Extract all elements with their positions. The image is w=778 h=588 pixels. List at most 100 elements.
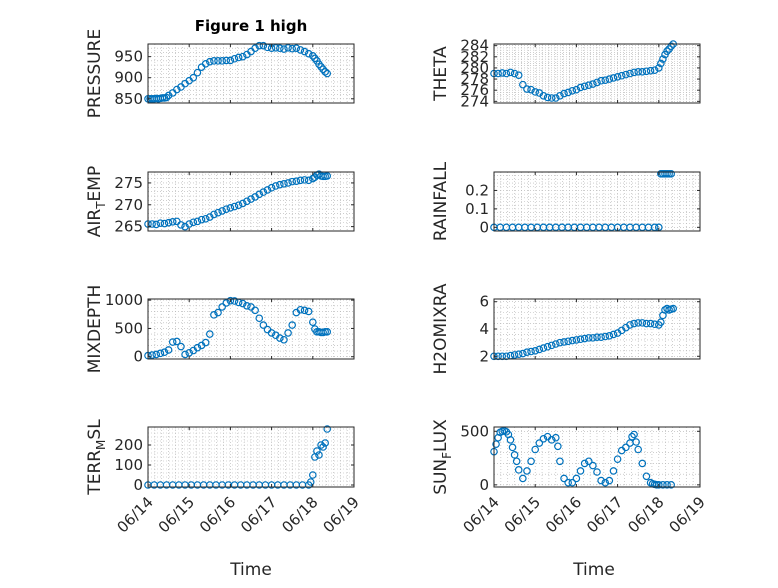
- y-tick-label: 0: [133, 476, 143, 494]
- x-tick-label: 06/18: [278, 493, 321, 536]
- data-point: [638, 68, 647, 76]
- data-point: [514, 350, 523, 359]
- data-point: [547, 94, 556, 102]
- y-tick-label: 275: [114, 174, 143, 192]
- data-point: [156, 219, 165, 227]
- data-point: [300, 176, 309, 184]
- data-point: [506, 436, 515, 444]
- data-point: [646, 66, 655, 75]
- data-point: [564, 337, 572, 346]
- data-point: [284, 179, 292, 187]
- data-point: [168, 218, 177, 226]
- data-point: [622, 70, 630, 79]
- data-point: [650, 66, 659, 74]
- data-point: [580, 334, 589, 343]
- data-point: [218, 57, 226, 65]
- data-point: [148, 220, 156, 228]
- y-axis-label: AIRTEMP: [85, 166, 108, 237]
- data-point: [280, 45, 288, 53]
- data-point: [276, 180, 284, 189]
- data-point: [304, 176, 313, 185]
- y-tick-label: 900: [114, 69, 143, 87]
- data-point: [173, 337, 181, 346]
- data-point: [226, 56, 235, 65]
- data-point: [605, 332, 614, 340]
- data-point: [609, 330, 618, 339]
- data-point: [630, 319, 638, 328]
- data-point: [514, 466, 523, 474]
- data-point: [164, 218, 173, 227]
- data-point: [222, 205, 231, 213]
- data-point: [160, 219, 169, 228]
- data-point: [597, 476, 605, 485]
- data-point: [201, 214, 210, 223]
- y-tick-label: 500: [460, 422, 489, 440]
- data-point: [251, 306, 259, 315]
- x-tick-label: 06/15: [501, 493, 544, 536]
- data-point: [323, 328, 332, 336]
- data-point: [597, 76, 605, 85]
- data-point: [665, 170, 673, 178]
- data-point: [632, 438, 640, 446]
- data-point: [568, 336, 577, 345]
- data-point: [300, 306, 309, 315]
- data-point: [234, 201, 243, 210]
- data-point: [564, 478, 572, 487]
- y-tick-label: 100: [114, 456, 143, 474]
- data-point: [214, 57, 222, 65]
- x-tick-label: 06/17: [237, 493, 280, 536]
- x-tick-label: 06/15: [155, 493, 198, 536]
- data-point: [654, 481, 663, 489]
- data-point: [560, 89, 568, 98]
- data-point: [527, 457, 535, 466]
- y-axis-label: SUNFLUX: [431, 419, 454, 495]
- data-point: [319, 172, 327, 181]
- y-tick-label: 500: [114, 319, 143, 337]
- data-point: [218, 207, 226, 215]
- y-tick-label: 950: [114, 48, 143, 66]
- y-tick-label: 1000: [105, 291, 143, 309]
- y-tick-label: 850: [114, 90, 143, 108]
- data-point: [323, 69, 332, 78]
- data-point: [296, 46, 305, 54]
- data-point: [230, 297, 239, 305]
- data-point: [663, 170, 671, 178]
- data-point: [214, 208, 222, 217]
- data-point: [255, 41, 264, 50]
- y-tick-label: 282: [460, 48, 489, 66]
- data-point: [259, 41, 268, 50]
- x-tick-label: 06/16: [542, 493, 585, 536]
- data-point: [527, 347, 535, 356]
- data-point: [580, 459, 589, 468]
- data-point: [323, 172, 332, 180]
- figure-title: Figure 1 high: [195, 17, 308, 35]
- data-point: [551, 340, 560, 348]
- data-point: [222, 299, 231, 307]
- data-point: [210, 210, 218, 219]
- data-point: [523, 467, 531, 475]
- data-point: [593, 333, 601, 341]
- data-point: [158, 94, 167, 102]
- data-point: [605, 75, 614, 83]
- data-point: [498, 69, 507, 77]
- data-point: [164, 346, 173, 354]
- data-point: [238, 299, 247, 308]
- data-point: [547, 436, 556, 444]
- data-point: [531, 88, 540, 96]
- data-point: [280, 180, 288, 188]
- data-point: [177, 221, 185, 229]
- data-point: [519, 474, 527, 483]
- data-point: [667, 42, 675, 51]
- data-point: [263, 186, 272, 194]
- data-point: [292, 44, 301, 53]
- data-point: [313, 447, 321, 455]
- x-tick-label: 06/16: [196, 493, 239, 536]
- data-point: [160, 348, 169, 357]
- data-point: [304, 307, 313, 316]
- y-axis-label: TERRMSL: [85, 419, 108, 496]
- y-tick-label: 276: [460, 81, 489, 99]
- data-point: [148, 351, 156, 359]
- data-point: [319, 443, 327, 451]
- y-tick-label: 0: [479, 218, 489, 236]
